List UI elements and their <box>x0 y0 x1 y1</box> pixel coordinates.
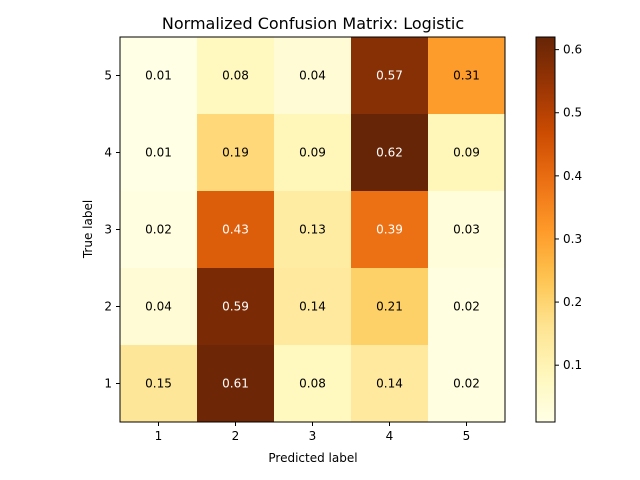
cell-value-label: 0.59 <box>222 300 249 314</box>
cell-value-label: 0.09 <box>453 146 480 160</box>
heatmap-cell <box>197 37 275 115</box>
cell-value-label: 0.13 <box>299 223 326 237</box>
cell-value-label: 0.08 <box>299 377 326 391</box>
cell-value-label: 0.14 <box>376 377 403 391</box>
x-axis-label: Predicted label <box>268 451 357 465</box>
cell-value-label: 0.19 <box>222 146 249 160</box>
heatmap-cell <box>197 345 275 423</box>
cell-value-label: 0.62 <box>376 146 403 160</box>
colorbar: 0.1 0.2 0.3 0.4 0.5 0.6 <box>535 36 582 423</box>
cell-value-label: 0.39 <box>376 223 403 237</box>
heatmap-cell <box>274 268 352 346</box>
cell-value-label: 0.03 <box>453 223 480 237</box>
heatmap-cell <box>197 268 275 346</box>
x-tick-label: 4 <box>386 429 394 443</box>
y-tick-label: 2 <box>104 300 112 314</box>
cell-value-label: 0.02 <box>145 223 172 237</box>
colorbar-tick-label: 0.4 <box>563 169 582 183</box>
heatmap-cell <box>351 191 429 269</box>
cell-value-label: 0.31 <box>453 69 480 83</box>
colorbar-tick-label: 0.2 <box>563 295 582 309</box>
chart-title: Normalized Confusion Matrix: Logistic <box>162 14 464 33</box>
y-tick-label: 5 <box>104 69 112 83</box>
heatmap-cell <box>120 268 198 346</box>
heatmap-cell <box>351 268 429 346</box>
heatmap-area: 0.01 0.08 0.04 0.57 0.31 0.01 0.19 0.09 0.62 0.09… <box>104 36 506 443</box>
cell-value-label: 0.21 <box>376 300 403 314</box>
heatmap-cell <box>274 345 352 423</box>
colorbar-tick-label: 0.6 <box>563 43 582 57</box>
heatmap-cell <box>120 191 198 269</box>
cell-value-label: 0.15 <box>145 377 172 391</box>
heatmap-cell <box>197 191 275 269</box>
heatmap-cell <box>428 268 506 346</box>
heatmap-cell <box>120 345 198 423</box>
cell-value-label: 0.57 <box>376 69 403 83</box>
cell-value-label: 0.04 <box>299 69 326 83</box>
colorbar-tick-label: 0.3 <box>563 232 582 246</box>
heatmap-cell <box>351 37 429 115</box>
cell-value-label: 0.14 <box>299 300 326 314</box>
cell-value-label: 0.01 <box>145 146 172 160</box>
heatmap-cell <box>428 345 506 423</box>
x-tick-label: 5 <box>463 429 471 443</box>
heatmap-cell <box>428 37 506 115</box>
heatmap-cell <box>428 114 506 192</box>
heatmap-cell <box>197 114 275 192</box>
heatmap-cell <box>351 345 429 423</box>
cell-value-label: 0.04 <box>145 300 172 314</box>
cell-value-label: 0.02 <box>453 300 480 314</box>
x-tick-label: 3 <box>309 429 317 443</box>
colorbar-gradient <box>535 36 556 423</box>
cell-value-label: 0.08 <box>222 69 249 83</box>
colorbar-tick-label: 0.5 <box>563 106 582 120</box>
heatmap-cell <box>274 114 352 192</box>
y-tick-label: 4 <box>104 146 112 160</box>
heatmap-cell <box>428 191 506 269</box>
y-axis-label: True label <box>81 200 95 259</box>
cell-value-label: 0.43 <box>222 223 249 237</box>
cell-value-label: 0.61 <box>222 377 249 391</box>
heatmap-cell <box>120 114 198 192</box>
cell-value-label: 0.01 <box>145 69 172 83</box>
cell-value-label: 0.09 <box>299 146 326 160</box>
x-tick-label: 2 <box>232 429 240 443</box>
x-tick-label: 1 <box>155 429 163 443</box>
heatmap-cell <box>120 37 198 115</box>
y-tick-label: 1 <box>104 377 112 391</box>
heatmap-cell <box>351 114 429 192</box>
heatmap-cell <box>274 191 352 269</box>
colorbar-tick-label: 0.1 <box>563 358 582 372</box>
y-tick-label: 3 <box>104 223 112 237</box>
heatmap-cell <box>274 37 352 115</box>
cell-value-label: 0.02 <box>453 377 480 391</box>
